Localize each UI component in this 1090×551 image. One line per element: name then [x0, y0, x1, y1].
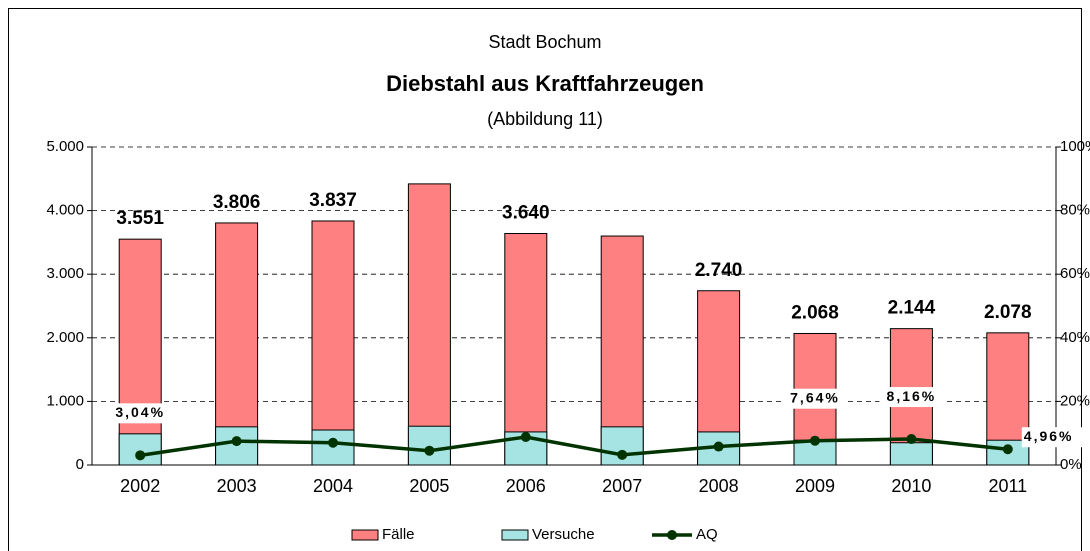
data-label: 3,04% — [115, 404, 165, 420]
line-point — [424, 445, 435, 456]
x-tick-label: 2008 — [699, 476, 739, 496]
line-point — [1002, 444, 1013, 455]
bar — [118, 238, 162, 466]
data-label: 2.144 — [888, 298, 936, 319]
legend-swatch — [351, 529, 379, 541]
bar — [407, 425, 451, 466]
y2-tick-label: 0% — [1060, 456, 1082, 473]
bar — [504, 232, 548, 466]
bar — [407, 183, 451, 466]
data-label-box — [879, 387, 944, 408]
legend-swatch — [501, 529, 529, 541]
data-label: 4,96% — [1024, 428, 1074, 444]
chart-title: Diebstahl aus Kraftfahrzeugen — [386, 71, 704, 96]
data-label: 3.806 — [213, 192, 261, 213]
y2-tick-label: 100% — [1060, 138, 1090, 155]
y2-tick-label: 20% — [1060, 392, 1090, 409]
data-label: 3.551 — [116, 208, 164, 229]
y-tick-label: 5.000 — [46, 138, 84, 155]
bar — [215, 222, 259, 466]
line — [139, 435, 1008, 458]
bar — [311, 220, 355, 466]
y2-tick-label: 60% — [1060, 265, 1090, 282]
data-label: 7,64% — [790, 389, 840, 405]
x-tick-label: 2003 — [217, 476, 257, 496]
x-tick-label: 2010 — [891, 476, 931, 496]
data-label-box — [108, 403, 173, 424]
legend-label: Fälle — [382, 526, 415, 543]
y2-tick-label: 80% — [1060, 202, 1090, 219]
y-tick-label: 3.000 — [46, 265, 84, 282]
y-tick-label: 2.000 — [46, 329, 84, 346]
x-tick-label: 2006 — [506, 476, 546, 496]
data-label: 2.740 — [695, 260, 743, 281]
x-tick-label: 2011 — [988, 476, 1027, 496]
data-label: 3.640 — [502, 203, 550, 224]
line-point — [231, 436, 242, 447]
legend-label: AQ — [696, 526, 718, 543]
y-tick-label: 1.000 — [46, 392, 84, 409]
data-label-box — [783, 388, 847, 409]
chart-supertitle: Stadt Bochum — [488, 32, 601, 52]
y-tick-label: 4.000 — [46, 202, 84, 219]
line-point — [617, 449, 628, 460]
line-point — [328, 437, 338, 448]
data-label: 8,16% — [887, 388, 937, 404]
line-point — [810, 435, 820, 446]
line-point — [135, 450, 146, 461]
x-tick-label: 2007 — [602, 476, 642, 496]
x-tick-label: 2004 — [313, 476, 353, 496]
legend-label: Versuche — [532, 526, 595, 543]
line-point — [906, 434, 917, 445]
chart-subtitle: (Abbildung 11) — [487, 109, 603, 129]
y2-tick-label: 40% — [1060, 329, 1090, 346]
x-tick-label: 2005 — [409, 476, 449, 496]
line-point — [713, 441, 724, 452]
data-label: 2.078 — [984, 302, 1032, 323]
y-tick-label: 0 — [76, 456, 84, 473]
data-label: 3.837 — [309, 190, 357, 211]
legend-swatch — [667, 530, 677, 540]
x-tick-label: 2009 — [795, 476, 835, 496]
data-label: 2.068 — [791, 302, 839, 323]
data-label-box — [1021, 427, 1086, 448]
line-point — [520, 432, 531, 443]
bar — [889, 442, 933, 466]
x-tick-label: 2002 — [120, 476, 160, 496]
